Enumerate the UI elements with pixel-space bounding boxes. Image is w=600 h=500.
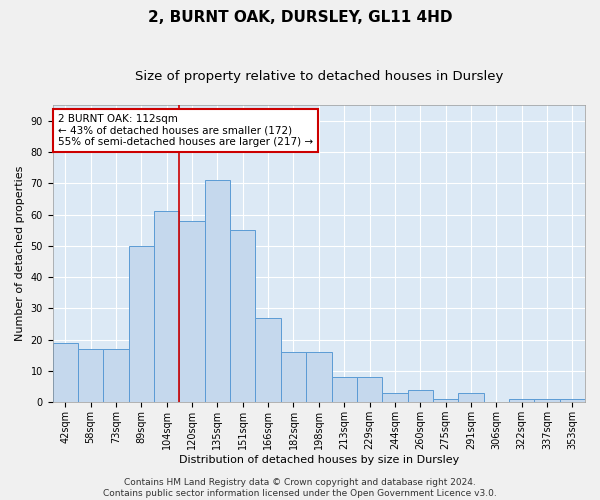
Bar xyxy=(458,393,484,402)
Text: 2 BURNT OAK: 112sqm
← 43% of detached houses are smaller (172)
55% of semi-detac: 2 BURNT OAK: 112sqm ← 43% of detached ho… xyxy=(58,114,313,147)
X-axis label: Distribution of detached houses by size in Dursley: Distribution of detached houses by size … xyxy=(179,455,459,465)
Bar xyxy=(407,390,433,402)
Bar xyxy=(332,378,357,402)
Bar xyxy=(256,318,281,402)
Bar xyxy=(129,246,154,402)
Bar xyxy=(560,399,585,402)
Bar xyxy=(53,343,78,402)
Bar xyxy=(382,393,407,402)
Bar xyxy=(205,180,230,402)
Bar xyxy=(306,352,332,403)
Bar xyxy=(78,349,103,403)
Text: Contains HM Land Registry data © Crown copyright and database right 2024.
Contai: Contains HM Land Registry data © Crown c… xyxy=(103,478,497,498)
Text: 2, BURNT OAK, DURSLEY, GL11 4HD: 2, BURNT OAK, DURSLEY, GL11 4HD xyxy=(148,10,452,25)
Bar xyxy=(103,349,129,403)
Bar xyxy=(509,399,535,402)
Bar xyxy=(535,399,560,402)
Bar xyxy=(179,221,205,402)
Bar xyxy=(433,399,458,402)
Bar xyxy=(357,378,382,402)
Title: Size of property relative to detached houses in Dursley: Size of property relative to detached ho… xyxy=(134,70,503,83)
Y-axis label: Number of detached properties: Number of detached properties xyxy=(15,166,25,342)
Bar xyxy=(154,212,179,402)
Bar xyxy=(281,352,306,403)
Bar xyxy=(230,230,256,402)
